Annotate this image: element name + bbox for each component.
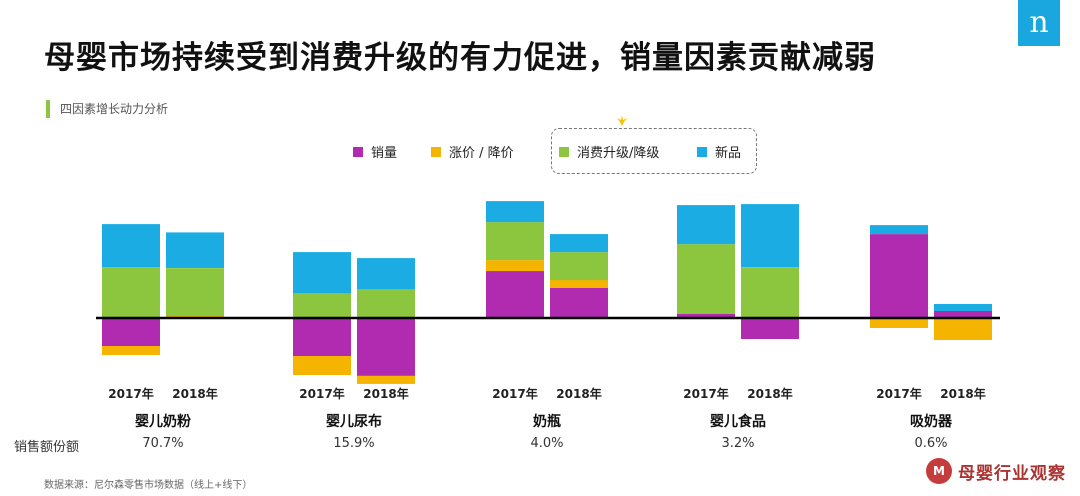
- legend-swatch-upgrade: [559, 146, 569, 157]
- legend-label-upgrade: 消费升级/降级: [577, 146, 660, 161]
- legend-swatch-volume: [353, 146, 363, 157]
- legend-item-volume: 销量: [353, 142, 397, 161]
- category-label: 婴儿奶粉: [135, 413, 191, 430]
- section-subtitle: 四因素增长动力分析: [46, 100, 168, 118]
- bar-segment-upgrade: [102, 267, 160, 318]
- bar-segment-volume: [486, 271, 544, 318]
- legend-label-price: 涨价 / 降价: [449, 146, 514, 161]
- x-tick-label: 2018年: [940, 386, 985, 401]
- x-tick-label: 2017年: [108, 386, 153, 401]
- watermark-seal-icon: M: [926, 458, 952, 484]
- nielsen-logo-icon: n: [1018, 0, 1060, 46]
- category-label: 吸奶器: [910, 413, 953, 430]
- sales-share-label: 销售额份额: [14, 440, 80, 455]
- bar-segment-volume: [741, 318, 799, 339]
- legend-item-price: 涨价 / 降价: [431, 142, 514, 161]
- page-title: 母婴市场持续受到消费升级的有力促进，销量因素贡献减弱: [44, 40, 876, 76]
- bar-segment-volume: [870, 234, 928, 318]
- category-label: 婴儿食品: [710, 413, 766, 430]
- bar-segment-price: [102, 346, 160, 355]
- sales-share-value: 15.9%: [333, 436, 374, 451]
- x-tick-label: 2018年: [556, 386, 601, 401]
- spark-icon: [617, 115, 627, 126]
- legend-swatch-new-product: [697, 146, 707, 157]
- bar-segment-new-product: [550, 234, 608, 253]
- bar-segment-new-product: [102, 224, 160, 268]
- x-tick-label: 2017年: [683, 386, 728, 401]
- chart-legend: 销量 涨价 / 降价 消费升级/降级 新品: [343, 128, 757, 174]
- bar-segment-price: [293, 356, 351, 375]
- bar-segment-upgrade: [166, 268, 224, 317]
- legend-item-upgrade: 消费升级/降级: [559, 142, 659, 161]
- watermark-text: 母婴行业观察: [958, 463, 1066, 484]
- bar-segment-price: [934, 318, 992, 340]
- bar-segment-new-product: [166, 232, 224, 268]
- bar-segment-upgrade: [741, 267, 799, 318]
- x-tick-label: 2017年: [492, 386, 537, 401]
- x-tick-label: 2017年: [876, 386, 921, 401]
- bar-segment-new-product: [486, 201, 544, 223]
- legend-label-new-product: 新品: [715, 146, 742, 161]
- category-label: 奶瓶: [533, 413, 561, 430]
- bar-segment-upgrade: [550, 252, 608, 281]
- watermark: M 母婴行业观察: [926, 455, 1078, 487]
- bar-segment-volume: [677, 314, 735, 318]
- bar-segment-upgrade: [293, 293, 351, 318]
- bar-segment-price: [486, 260, 544, 272]
- bar-segment-volume: [293, 318, 351, 356]
- sales-share-value: 0.6%: [914, 436, 947, 451]
- bar-segment-new-product: [934, 304, 992, 311]
- bar-segment-upgrade: [357, 289, 415, 318]
- category-label: 婴儿尿布: [326, 413, 382, 430]
- bar-segment-price: [550, 280, 608, 288]
- sales-share-value: 70.7%: [142, 436, 183, 451]
- legend-label-volume: 销量: [371, 146, 398, 161]
- sales-share-value: 3.2%: [721, 436, 754, 451]
- bar-segment-new-product: [741, 204, 799, 267]
- data-source: 数据来源：尼尔森零售市场数据（线上+线下）: [44, 480, 253, 491]
- legend-swatch-price: [431, 146, 441, 157]
- legend-item-new-product: 新品: [697, 142, 741, 161]
- x-tick-label: 2017年: [299, 386, 344, 401]
- bar-segment-volume: [357, 318, 415, 376]
- bar-segment-new-product: [870, 225, 928, 235]
- bar-segment-volume: [102, 318, 160, 346]
- bar-segment-upgrade: [677, 244, 735, 314]
- x-tick-label: 2018年: [363, 386, 408, 401]
- bar-segment-new-product: [357, 258, 415, 290]
- bar-segment-new-product: [293, 252, 351, 294]
- bar-segment-price: [357, 375, 415, 384]
- sales-share-value: 4.0%: [530, 436, 563, 451]
- bar-segment-new-product: [677, 205, 735, 245]
- bar-segment-volume: [550, 288, 608, 318]
- x-tick-label: 2018年: [747, 386, 792, 401]
- bar-segment-volume: [934, 311, 992, 318]
- legend-highlight-box: [551, 128, 757, 174]
- x-tick-label: 2018年: [172, 386, 217, 401]
- bar-segment-upgrade: [486, 222, 544, 261]
- bar-segment-price: [870, 318, 928, 328]
